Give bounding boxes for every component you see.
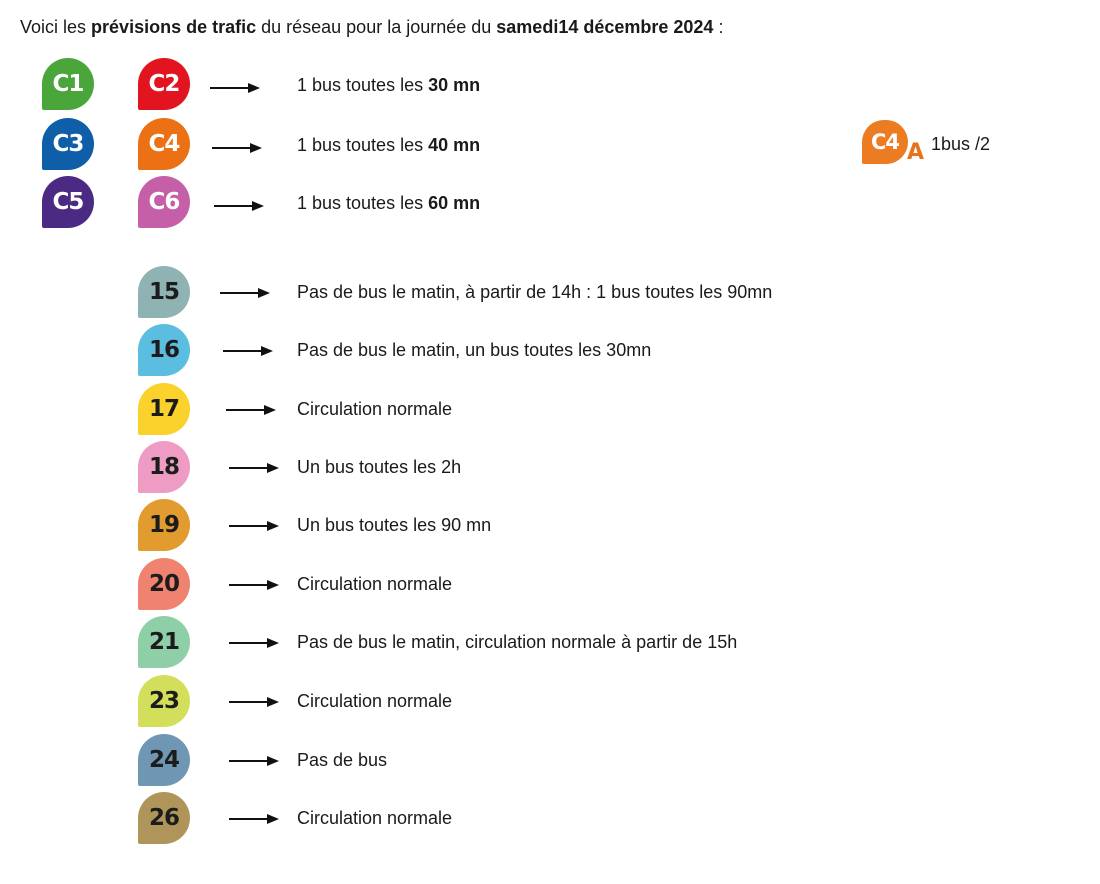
line-frequency-text: 1 bus toutes les 60 mn: [297, 192, 480, 214]
intro-text: Voici les prévisions de trafic du réseau…: [20, 17, 723, 38]
line-status-text: Pas de bus: [297, 750, 388, 770]
arrow-icon: [229, 754, 281, 766]
line-badge-c4a: C4: [862, 120, 908, 164]
intro-date: samedi14 décembre 2024: [496, 17, 714, 37]
frequency-prefix: 1 bus toutes les: [297, 75, 429, 95]
arrow-icon: [229, 695, 281, 707]
line-badge-c4: C4: [138, 118, 190, 170]
frequency-value: 60 mn: [428, 193, 481, 213]
c4a-badge: C4 A: [862, 120, 952, 170]
arrow-icon: [220, 286, 272, 298]
arrow-icon: [212, 141, 264, 153]
line-badge-15: 15: [138, 266, 190, 318]
frequency-prefix: 1 bus toutes les: [297, 135, 429, 155]
intro-bold-forecast: prévisions de trafic: [91, 17, 257, 37]
arrow-icon: [210, 81, 262, 93]
line-status-text: Un bus toutes les 2h: [297, 457, 462, 477]
line-badge-21: 21: [138, 616, 190, 668]
line-frequency-text: 1 bus toutes les 40 mn: [297, 134, 480, 156]
arrow-icon: [223, 344, 275, 356]
line-badge-18: 18: [138, 441, 190, 493]
line-status-text: Pas de bus le matin, à partir de 14h : 1…: [297, 282, 773, 302]
line-status-text: Circulation normale: [297, 691, 453, 711]
intro-middle: du réseau pour la journée du: [256, 17, 497, 37]
intro-prefix: Voici les: [20, 17, 92, 37]
line-status-text: Un bus toutes les 90 mn: [297, 515, 492, 535]
c4a-text: 1bus /2: [931, 134, 991, 154]
line-status-text: Pas de bus le matin, un bus toutes les 3…: [297, 340, 652, 360]
line-badge-c1: C1: [42, 58, 94, 110]
frequency-prefix: 1 bus toutes les: [297, 193, 429, 213]
line-badge-26: 26: [138, 792, 190, 844]
frequency-value: 30 mn: [428, 75, 481, 95]
arrow-icon: [229, 636, 281, 648]
line-badge-c5: C5: [42, 176, 94, 228]
line-status-text: Pas de bus le matin, circulation normale…: [297, 632, 738, 652]
line-badge-19: 19: [138, 499, 190, 551]
line-status-text: Circulation normale: [297, 808, 453, 828]
line-badge-17: 17: [138, 383, 190, 435]
c4a-suffix: A: [907, 140, 925, 165]
arrow-icon: [229, 812, 281, 824]
line-badge-c2: C2: [138, 58, 190, 110]
frequency-value: 40 mn: [428, 135, 481, 155]
line-badge-16: 16: [138, 324, 190, 376]
line-badge-23: 23: [138, 675, 190, 727]
arrow-icon: [226, 403, 278, 415]
line-badge-c3: C3: [42, 118, 94, 170]
line-badge-c6: C6: [138, 176, 190, 228]
line-status-text: Circulation normale: [297, 574, 453, 594]
intro-suffix: :: [713, 17, 724, 37]
line-status-text: Circulation normale: [297, 399, 453, 419]
arrow-icon: [229, 578, 281, 590]
line-badge-20: 20: [138, 558, 190, 610]
arrow-icon: [214, 199, 266, 211]
arrow-icon: [229, 461, 281, 473]
arrow-icon: [229, 519, 281, 531]
line-badge-24: 24: [138, 734, 190, 786]
line-frequency-text: 1 bus toutes les 30 mn: [297, 74, 480, 96]
